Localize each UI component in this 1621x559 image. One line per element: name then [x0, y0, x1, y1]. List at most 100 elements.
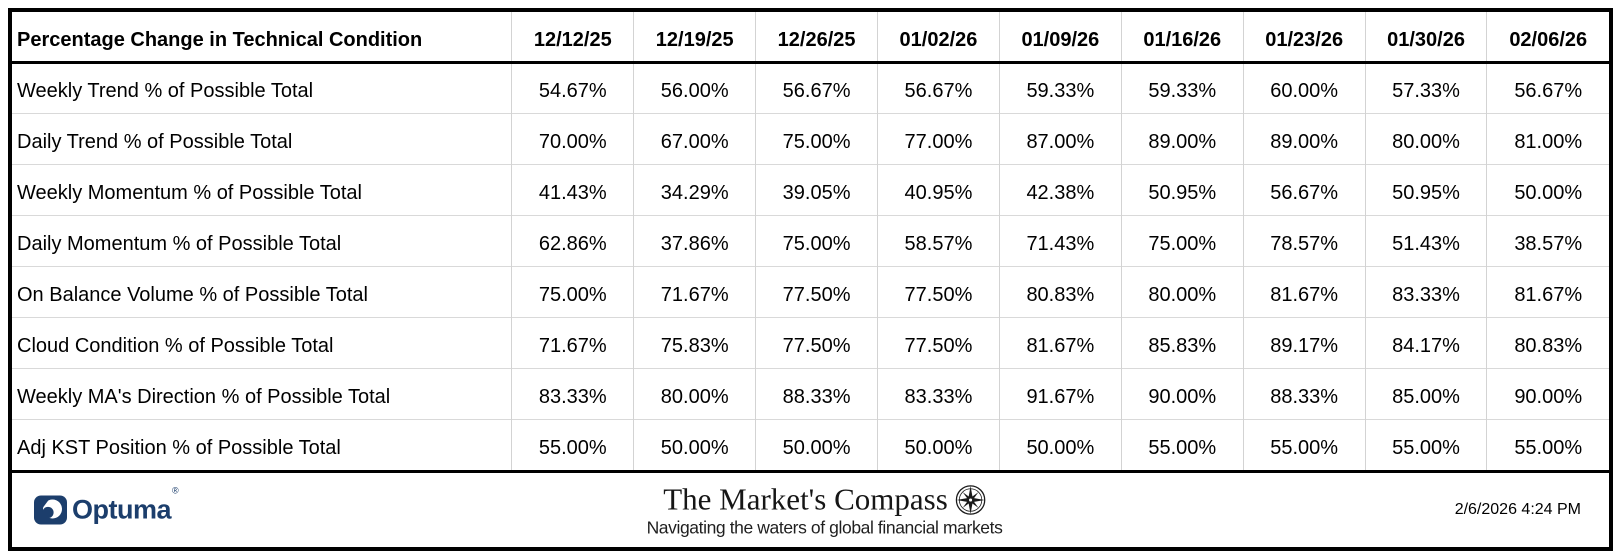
value-cell: 56.00% — [633, 62, 756, 113]
date-column-header: 01/30/26 — [1364, 12, 1487, 64]
value-cell: 40.95% — [877, 163, 1000, 215]
value-cell: 77.50% — [877, 316, 1000, 368]
date-column-header: 01/09/26 — [998, 12, 1122, 64]
value-cell: 67.00% — [633, 112, 756, 164]
value-cell: 89.00% — [1242, 112, 1366, 164]
value-cell: 37.86% — [633, 214, 756, 266]
table-row: Weekly Momentum % of Possible Total 41.43… — [12, 163, 1609, 215]
value-cell: 38.57% — [1486, 214, 1609, 266]
registered-mark: ® — [172, 485, 179, 496]
date-column-header: 12/12/25 — [511, 12, 634, 64]
value-cell: 81.67% — [1486, 265, 1609, 317]
date-column-header: 01/16/26 — [1120, 12, 1244, 64]
row-label: Weekly MA's Direction % of Possible Tota… — [12, 367, 512, 419]
footer: Optuma® The Market's Compass — [12, 470, 1609, 547]
value-cell: 55.00% — [1120, 418, 1244, 470]
value-cell: 85.00% — [1364, 367, 1487, 419]
value-cell: 88.33% — [1242, 367, 1366, 419]
value-cell: 71.43% — [998, 214, 1122, 266]
value-cell: 39.05% — [755, 163, 878, 215]
table-title-header: Percentage Change in Technical Condition — [12, 12, 512, 64]
value-cell: 51.43% — [1364, 214, 1487, 266]
table-row: Daily Trend % of Possible Total 70.00% 67.… — [12, 112, 1609, 164]
row-label: Daily Momentum % of Possible Total — [12, 214, 512, 266]
value-cell: 58.57% — [877, 214, 1000, 266]
table-row: Weekly Trend % of Possible Total 54.67% 56… — [12, 62, 1609, 113]
table-row: On Balance Volume % of Possible Total 75.… — [12, 265, 1609, 317]
value-cell: 87.00% — [998, 112, 1122, 164]
row-label: Weekly Trend % of Possible Total — [17, 79, 314, 102]
optuma-logo-text: Optuma® — [72, 485, 179, 525]
value-cell: 77.50% — [755, 265, 878, 317]
value-cell: 88.33% — [755, 367, 878, 419]
value-cell: 56.67% — [755, 62, 878, 113]
brand-title: The Market's Compass — [663, 481, 948, 517]
value-cell: 56.67% — [877, 62, 1000, 113]
row-label: Cloud Condition % of Possible Total — [12, 316, 512, 368]
value-cell: 84.17% — [1364, 316, 1487, 368]
value-cell: 75.00% — [1120, 214, 1244, 266]
value-cell: 70.00% — [511, 112, 634, 164]
value-cell: 77.50% — [877, 265, 1000, 317]
value-cell: 80.00% — [1120, 265, 1244, 317]
value-cell: 60.00% — [1242, 62, 1366, 113]
value-cell: 78.57% — [1242, 214, 1366, 266]
value-cell: 50.95% — [1364, 163, 1487, 215]
value-cell: 56.67% — [1486, 62, 1609, 113]
value-cell: 89.17% — [1242, 316, 1366, 368]
value-cell: 50.00% — [877, 418, 1000, 470]
value-cell: 80.83% — [1486, 316, 1609, 368]
value-cell: 50.00% — [633, 418, 756, 470]
value-cell: 56.67% — [1242, 163, 1366, 215]
value-cell: 75.00% — [511, 265, 634, 317]
value-cell: 91.67% — [998, 367, 1122, 419]
date-column-header: 02/06/26 — [1486, 12, 1609, 64]
value-cell: 81.67% — [998, 316, 1122, 368]
brand-subtitle: Navigating the waters of global financia… — [646, 517, 1003, 538]
date-column-header: 12/26/25 — [755, 12, 878, 64]
value-cell: 75.83% — [633, 316, 756, 368]
date-column-header: 12/19/25 — [633, 12, 756, 64]
value-cell: 83.33% — [877, 367, 1000, 419]
value-cell: 71.67% — [633, 265, 756, 317]
row-label: Adj KST Position % of Possible Total — [12, 418, 512, 470]
value-cell: 42.38% — [998, 163, 1122, 215]
table-row: Daily Momentum % of Possible Total 62.86%… — [12, 214, 1609, 266]
value-cell: 81.00% — [1486, 112, 1609, 164]
date-column-header: 01/02/26 — [877, 12, 1000, 64]
compass-rose-icon — [955, 484, 986, 515]
table-body: Weekly Trend % of Possible Total 54.67% 56… — [12, 62, 1609, 470]
value-cell: 90.00% — [1486, 367, 1609, 419]
table-header: Percentage Change in Technical Condition… — [12, 12, 1609, 64]
value-cell: 50.00% — [998, 418, 1122, 470]
value-cell: 80.00% — [633, 367, 756, 419]
value-cell: 55.00% — [511, 418, 634, 470]
row-label: Daily Trend % of Possible Total — [12, 112, 512, 164]
value-cell: 57.33% — [1364, 62, 1487, 113]
value-cell: 83.33% — [511, 367, 634, 419]
value-cell: 77.00% — [877, 112, 1000, 164]
date-column-header: 01/23/26 — [1242, 12, 1366, 64]
value-cell: 77.50% — [755, 316, 878, 368]
value-cell: 55.00% — [1242, 418, 1366, 470]
optuma-logo: Optuma® — [34, 485, 179, 526]
value-cell: 54.67% — [511, 62, 634, 113]
value-cell: 50.95% — [1120, 163, 1244, 215]
value-cell: 85.83% — [1120, 316, 1244, 368]
value-cell: 59.33% — [1120, 62, 1244, 113]
header-row: Percentage Change in Technical Condition… — [12, 12, 1609, 64]
value-cell: 80.83% — [998, 265, 1122, 317]
value-cell: 50.00% — [1486, 163, 1609, 215]
value-cell: 55.00% — [1364, 418, 1487, 470]
table-row: Weekly MA's Direction % of Possible Tota… — [12, 367, 1609, 419]
value-cell: 50.00% — [755, 418, 878, 470]
value-cell: 62.86% — [511, 214, 634, 266]
value-cell: 41.43% — [511, 163, 634, 215]
value-cell: 75.00% — [755, 214, 878, 266]
optuma-wave-icon — [34, 495, 67, 525]
row-label: Weekly Momentum % of Possible Total — [12, 163, 512, 215]
value-cell: 80.00% — [1364, 112, 1487, 164]
value-cell: 83.33% — [1364, 265, 1487, 317]
value-cell: 55.00% — [1486, 418, 1609, 470]
value-cell: 34.29% — [633, 163, 756, 215]
